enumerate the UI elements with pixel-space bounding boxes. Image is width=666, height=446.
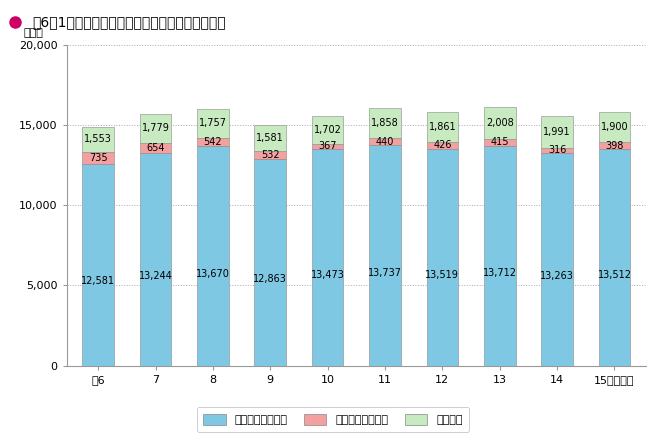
Bar — [369, 145, 401, 366]
Text: 2,008: 2,008 — [486, 118, 513, 128]
Bar — [484, 107, 515, 139]
Text: 13,670: 13,670 — [196, 268, 230, 279]
Text: 1,991: 1,991 — [543, 127, 571, 137]
Text: 13,244: 13,244 — [139, 272, 172, 281]
Bar — [599, 112, 630, 142]
Text: 426: 426 — [433, 140, 452, 150]
Bar — [484, 145, 515, 366]
Text: （件）: （件） — [23, 28, 43, 38]
Text: 1,581: 1,581 — [256, 133, 284, 143]
Bar — [312, 149, 344, 366]
Text: 12,581: 12,581 — [81, 276, 115, 286]
Bar — [140, 114, 171, 143]
Bar — [427, 142, 458, 149]
Bar — [254, 125, 286, 151]
Legend: 公務災害（負傷）, 公務災害（疾病）, 通勤災害: 公務災害（負傷）, 公務災害（疾病）, 通勤災害 — [196, 407, 470, 432]
Text: 12,863: 12,863 — [253, 274, 287, 284]
Bar — [484, 139, 515, 145]
Text: 316: 316 — [548, 145, 566, 155]
Text: 1,900: 1,900 — [601, 122, 628, 132]
Bar — [599, 142, 630, 149]
Text: 542: 542 — [204, 137, 222, 147]
Text: 1,757: 1,757 — [199, 119, 227, 128]
Bar — [369, 138, 401, 145]
Text: 13,512: 13,512 — [597, 269, 631, 280]
Bar — [197, 109, 228, 137]
Bar — [140, 153, 171, 366]
Text: 440: 440 — [376, 136, 394, 147]
Text: 1,861: 1,861 — [428, 122, 456, 132]
Bar — [541, 116, 573, 148]
Bar — [427, 149, 458, 366]
Text: 嘷6－1　公務災害及び通勤災害の認定件数の推移: 嘷6－1 公務災害及び通勤災害の認定件数の推移 — [32, 15, 226, 29]
Bar — [427, 112, 458, 142]
Bar — [541, 153, 573, 366]
Bar — [369, 108, 401, 138]
Text: 367: 367 — [318, 141, 337, 152]
Text: 654: 654 — [147, 143, 165, 153]
Text: 1,779: 1,779 — [142, 123, 169, 133]
Bar — [312, 144, 344, 149]
Text: 532: 532 — [261, 150, 280, 160]
Bar — [83, 152, 114, 164]
Text: 415: 415 — [490, 137, 509, 147]
Text: 13,519: 13,519 — [426, 269, 460, 280]
Text: 1,553: 1,553 — [84, 134, 112, 145]
Text: 13,737: 13,737 — [368, 268, 402, 278]
Bar — [599, 149, 630, 366]
Text: 398: 398 — [605, 140, 623, 151]
Bar — [197, 146, 228, 366]
Bar — [312, 116, 344, 144]
Text: 1,702: 1,702 — [314, 125, 342, 135]
Bar — [197, 137, 228, 146]
Text: 1,858: 1,858 — [371, 118, 399, 128]
Bar — [254, 151, 286, 159]
Bar — [83, 164, 114, 366]
Bar — [83, 127, 114, 152]
Text: 13,712: 13,712 — [483, 268, 517, 278]
Bar — [541, 148, 573, 153]
Bar — [254, 159, 286, 366]
Text: 13,473: 13,473 — [310, 270, 344, 280]
Bar — [140, 143, 171, 153]
Text: 13,263: 13,263 — [540, 271, 574, 281]
Text: 735: 735 — [89, 153, 107, 163]
